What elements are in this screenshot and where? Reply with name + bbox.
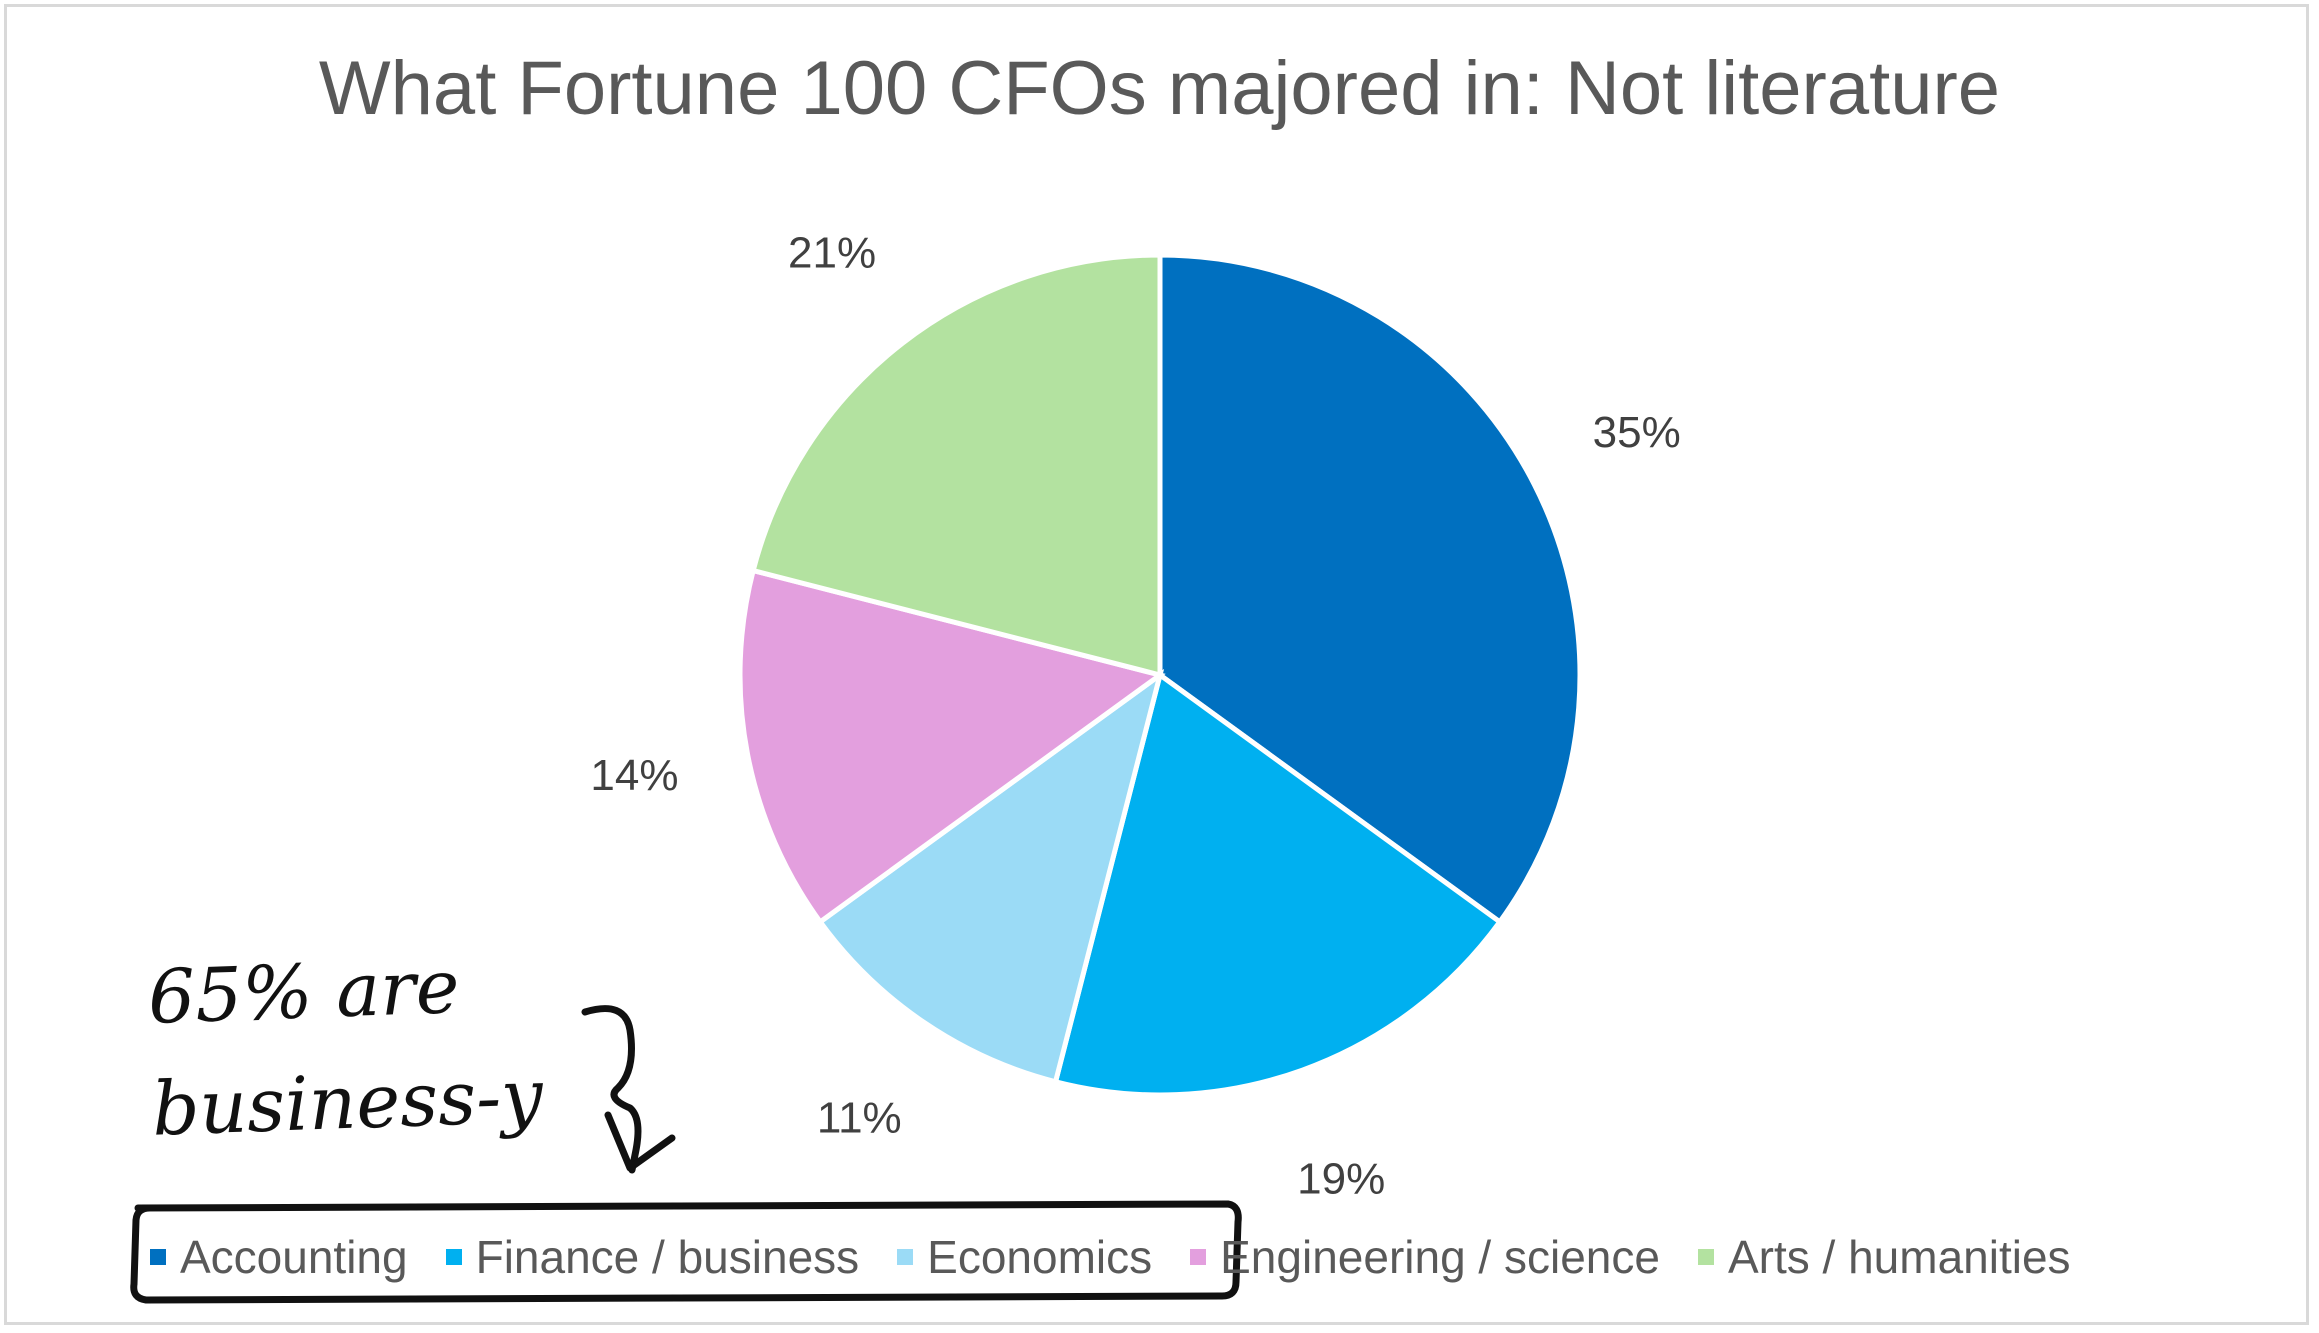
legend-item: Arts / humanities: [1697, 1230, 2071, 1284]
legend-label: Engineering / science: [1220, 1231, 1660, 1283]
legend-highlight-box: [130, 1200, 1242, 1304]
legend-item: Finance / business: [445, 1230, 860, 1284]
data-label: 14%: [590, 751, 678, 800]
legend-item: Engineering / science: [1190, 1230, 1660, 1284]
pie-slice-accounting: [1157, 252, 1583, 926]
data-label: 21%: [788, 228, 876, 277]
data-label: 19%: [1297, 1154, 1385, 1203]
data-label: 11%: [817, 1093, 902, 1142]
pie-data-labels: 35% 19% 11% 14% 21%: [590, 228, 1680, 1203]
legend-label: Finance / business: [475, 1231, 860, 1283]
pie-slice-economics: [816, 668, 1165, 1085]
pie-slice-arts-humanities: [750, 252, 1163, 679]
chart-title: What Fortune 100 CFOs majored in: Not li…: [318, 46, 2001, 131]
legend-swatch: [897, 1249, 914, 1265]
annotation-marks: [130, 1005, 1242, 1304]
legend-label: Arts / humanities: [1727, 1231, 2071, 1283]
annotation-line-1: 65% are: [146, 944, 461, 1041]
legend-swatch: [150, 1249, 166, 1265]
legend-swatch: [1697, 1249, 1714, 1265]
chart-legend: Accounting Finance / business Economics Eng…: [150, 1222, 2109, 1292]
annotation-arrowhead-icon: [604, 1111, 676, 1172]
legend-swatch: [445, 1249, 462, 1265]
legend-label: Accounting: [180, 1231, 408, 1283]
legend-item: Accounting: [150, 1230, 408, 1284]
pie-slice-engineering-science: [737, 567, 1166, 926]
legend-label: Economics: [927, 1231, 1153, 1283]
handwritten-annotation: 65% are business-y: [146, 928, 545, 1166]
annotation-line-2: business-y: [150, 1053, 545, 1153]
legend-swatch: [1190, 1249, 1207, 1265]
pie-slices: [737, 252, 1583, 1098]
pie-slice-finance-business: [1052, 670, 1504, 1098]
data-label: 35%: [1593, 408, 1681, 457]
legend-item: Economics: [897, 1230, 1152, 1284]
annotation-arrow-icon: [581, 1005, 642, 1174]
